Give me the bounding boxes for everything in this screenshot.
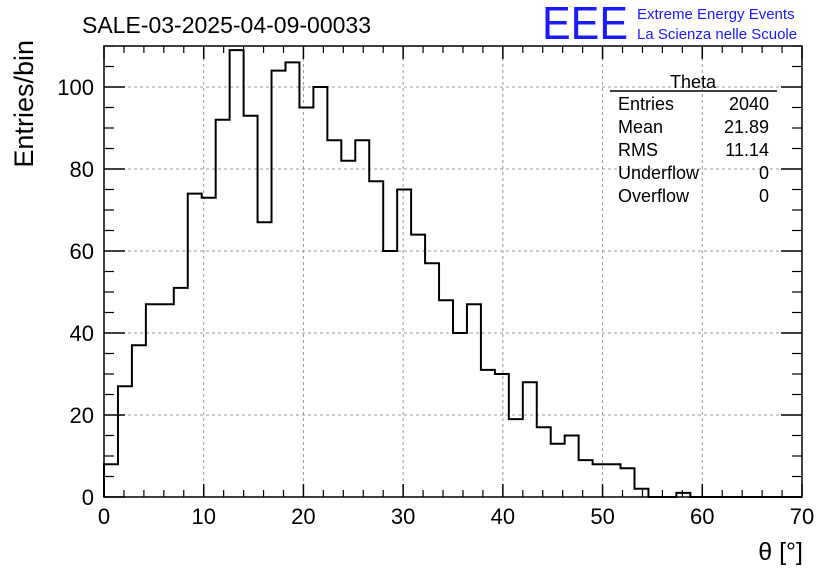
eee-logo-mark: EEE — [542, 0, 628, 49]
y-tick-label: 80 — [70, 157, 94, 182]
logo-line-2: La Scienza nelle Scuole — [637, 26, 797, 43]
eee-logo: EEE Extreme Energy Events La Scienza nel… — [542, 0, 797, 49]
plot-frame — [103, 45, 803, 498]
stats-row-value: 21.89 — [724, 117, 769, 137]
stats-title: Theta — [670, 72, 717, 92]
stats-row-value: 0 — [759, 186, 769, 206]
stats-box: Theta Entries 2040 Mean 21.89 RMS 11.14 Underf… — [610, 72, 777, 206]
histogram-line — [103, 49, 802, 498]
stats-row-label: RMS — [618, 140, 658, 160]
chart-title: SALE-03-2025-04-09-00033 — [82, 12, 371, 38]
x-tick-label: 60 — [690, 504, 714, 529]
x-tick-label: 50 — [590, 504, 614, 529]
x-tick-label: 40 — [491, 504, 515, 529]
x-tick-label: 70 — [790, 504, 814, 529]
grid — [104, 46, 802, 497]
x-tick-label: 20 — [291, 504, 315, 529]
y-tick-label: 100 — [57, 75, 94, 100]
x-tick-label: 30 — [391, 504, 415, 529]
stats-row-value: 11.14 — [725, 140, 769, 160]
x-tick-label: 0 — [98, 504, 110, 529]
stats-row-label: Overflow — [618, 186, 690, 206]
stats-row-label: Underflow — [618, 163, 700, 183]
y-tick-label: 60 — [70, 239, 94, 264]
axis-ticks — [103, 45, 803, 498]
y-axis-label: Entries/bin — [9, 40, 39, 168]
stats-row-value: 0 — [759, 163, 769, 183]
stats-rows: Entries 2040 Mean 21.89 RMS 11.14 Underflow 0 Ov… — [618, 94, 769, 206]
y-tick-labels: 0 20 40 60 80 100 — [57, 75, 94, 510]
stats-row-value: 2040 — [729, 94, 769, 114]
x-tick-label: 10 — [191, 504, 215, 529]
y-tick-label: 0 — [82, 485, 94, 510]
x-axis-label: θ [°] — [758, 538, 803, 566]
y-tick-label: 40 — [70, 321, 94, 346]
stats-row-label: Mean — [618, 117, 663, 137]
logo-line-1: Extreme Energy Events — [637, 6, 795, 23]
x-tick-labels: 0 10 20 30 40 50 60 70 — [98, 504, 814, 529]
y-tick-label: 20 — [70, 403, 94, 428]
stats-row-label: Entries — [618, 94, 674, 114]
